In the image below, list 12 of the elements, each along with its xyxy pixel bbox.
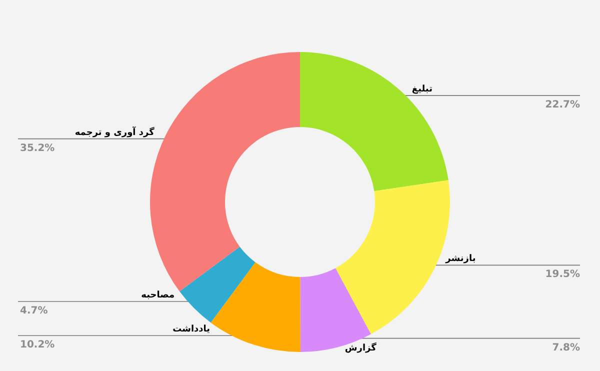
data-label: 4.7% (20, 306, 48, 317)
data-label: 10.2% (20, 340, 55, 351)
slice-label: گرد آوری و ترجمه (74, 126, 156, 138)
data-label: 19.5% (545, 269, 580, 280)
slice-label: مصاحبه (141, 290, 175, 301)
slice-label: گزارش (344, 341, 378, 354)
slice-label: یادداشت (172, 324, 210, 335)
data-label: 7.8% (552, 342, 580, 354)
data-label: 22.7% (545, 100, 580, 111)
data-label: 35.2% (20, 142, 55, 154)
slice-label: بازنشر (444, 254, 476, 264)
slice-label: تبلیغ (412, 84, 432, 95)
